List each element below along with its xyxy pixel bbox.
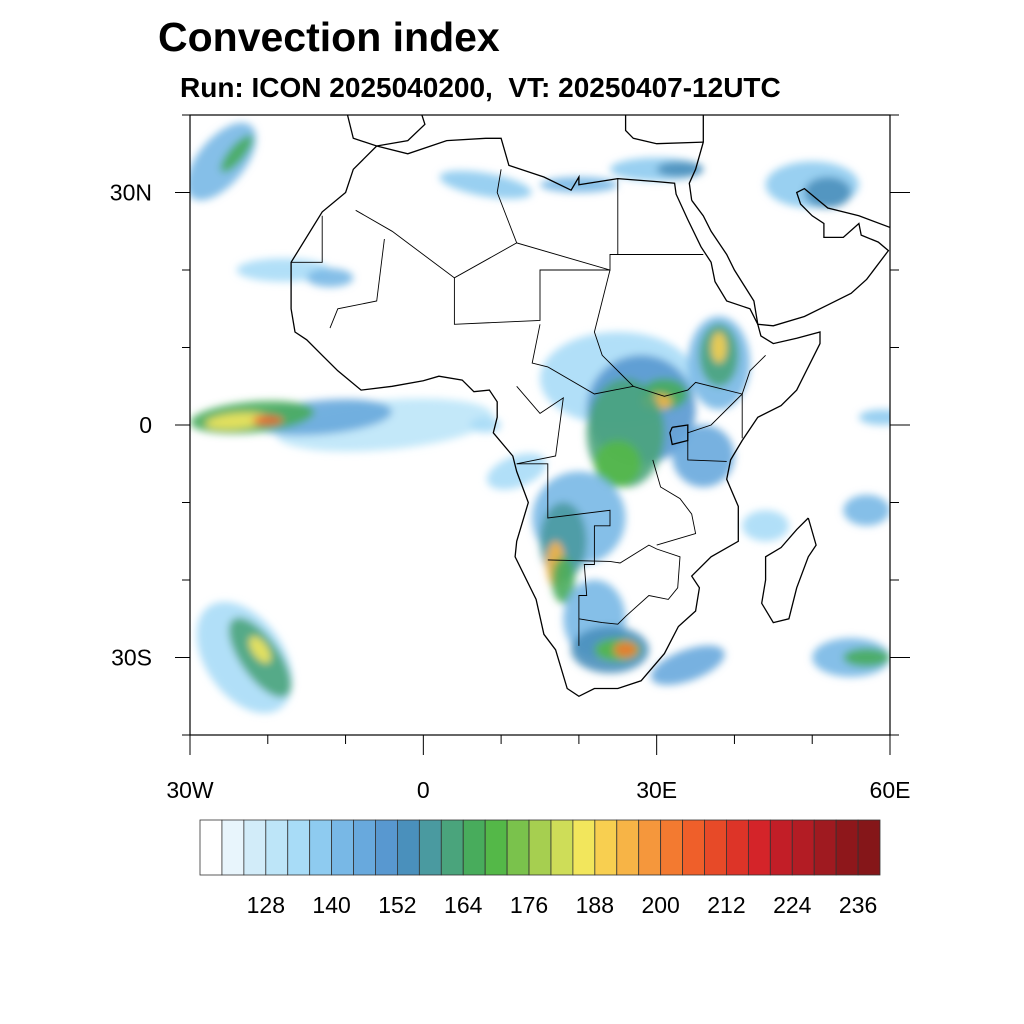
madagascar-coastline	[761, 517, 817, 624]
colorbar-swatch	[528, 819, 552, 876]
iberia-coastline	[346, 115, 426, 147]
colorbar-swatch	[199, 819, 223, 876]
colorbar-swatch	[550, 819, 574, 876]
convection-cell	[249, 636, 271, 664]
convection-cell	[236, 258, 331, 282]
colorbar-swatch	[243, 819, 267, 876]
country-border	[516, 386, 564, 465]
colorbar-swatch	[506, 819, 530, 876]
colorbar-swatch	[660, 819, 683, 876]
colorbar-swatch	[616, 819, 640, 876]
x-tick-label: 0	[417, 777, 430, 803]
x-tick-label: 30W	[166, 777, 214, 803]
convection-cell	[551, 556, 576, 604]
y-tick-label: 30S	[111, 645, 152, 671]
convection-cell	[469, 417, 502, 433]
convection-cell	[252, 415, 284, 426]
convection-cell	[190, 122, 257, 201]
convection-cell	[594, 440, 642, 488]
country-border	[291, 215, 323, 263]
colorbar-label: 212	[707, 892, 745, 918]
country-border	[593, 269, 634, 387]
colorbar-swatch	[594, 819, 618, 876]
colorbar-swatch	[769, 819, 793, 876]
country-border	[496, 169, 518, 244]
coastlines	[290, 115, 890, 698]
convection-cell	[220, 135, 253, 173]
colorbar-label: 140	[312, 892, 350, 918]
colorbar-label: 188	[576, 892, 614, 918]
chart-title: Convection index	[158, 14, 500, 60]
convection-field	[190, 122, 890, 714]
colorbar-swatch	[791, 819, 815, 876]
colorbar-swatch	[813, 819, 837, 876]
x-tick-label: 60E	[870, 777, 911, 803]
colorbar-swatch	[747, 819, 771, 876]
colorbar-swatch	[331, 819, 354, 876]
colorbar-swatch	[704, 819, 727, 876]
convection-cell	[742, 510, 789, 542]
colorbar-swatch	[462, 819, 486, 876]
colorbar-swatch	[397, 819, 420, 876]
axis-ticks: 30W 0 30E 60E 30N 0 30S	[110, 114, 911, 803]
colorbar-label: 164	[444, 892, 483, 918]
lake-victoria	[669, 424, 689, 446]
colorbar-swatch	[287, 819, 311, 876]
convection-cell	[711, 331, 727, 364]
colorbar-swatch	[835, 819, 859, 876]
y-tick-label: 0	[139, 412, 152, 438]
colorbar-swatch	[484, 819, 508, 876]
country-border	[516, 463, 611, 646]
convection-cell	[858, 409, 890, 426]
country-border	[355, 209, 704, 279]
convection-cell	[205, 412, 268, 430]
colorbar: 128 140 152 164 176 188 200 212 224 236	[199, 819, 881, 918]
country-border	[531, 324, 766, 397]
turkey-coastline	[624, 115, 704, 145]
chart-subtitle: Run: ICON 2025040200, VT: 20250407-12UTC	[180, 72, 781, 103]
colorbar-label: 236	[839, 892, 877, 918]
colorbar-swatch	[309, 819, 333, 876]
convection-cell	[650, 645, 725, 686]
colorbar-label: 152	[378, 892, 416, 918]
colorbar-label: 176	[510, 892, 548, 918]
colorbar-swatch	[418, 819, 442, 876]
colorbar-swatch	[375, 819, 398, 876]
colorbar-label: 128	[247, 892, 285, 918]
colorbar-swatch	[638, 819, 662, 876]
colorbar-label: 224	[773, 892, 812, 918]
colorbar-swatch	[265, 819, 289, 876]
africa-coastline	[290, 137, 821, 698]
country-border	[547, 544, 681, 625]
colorbar-swatch	[682, 819, 705, 876]
colorbar-label: 200	[641, 892, 679, 918]
arabia-coastline	[688, 115, 890, 327]
y-tick-label: 30N	[110, 180, 152, 206]
convection-cell	[843, 494, 890, 526]
convection-cell	[439, 170, 532, 199]
colorbar-swatch	[353, 819, 376, 876]
colorbar-swatch	[221, 819, 245, 876]
convection-cell	[656, 161, 704, 178]
colorbar-swatch	[857, 819, 881, 876]
colorbar-swatch	[440, 819, 464, 876]
convection-cell	[672, 424, 735, 488]
x-tick-label: 30E	[636, 777, 677, 803]
country-border	[687, 392, 743, 462]
colorbar-swatch	[572, 819, 596, 876]
convection-cell	[306, 268, 354, 288]
country-border	[329, 238, 385, 329]
colorbar-swatch	[726, 819, 749, 876]
convection-cell	[613, 641, 638, 658]
convection-cell	[804, 176, 852, 209]
country-border	[453, 269, 610, 325]
convection-cell	[843, 648, 890, 667]
country-border	[652, 459, 697, 546]
